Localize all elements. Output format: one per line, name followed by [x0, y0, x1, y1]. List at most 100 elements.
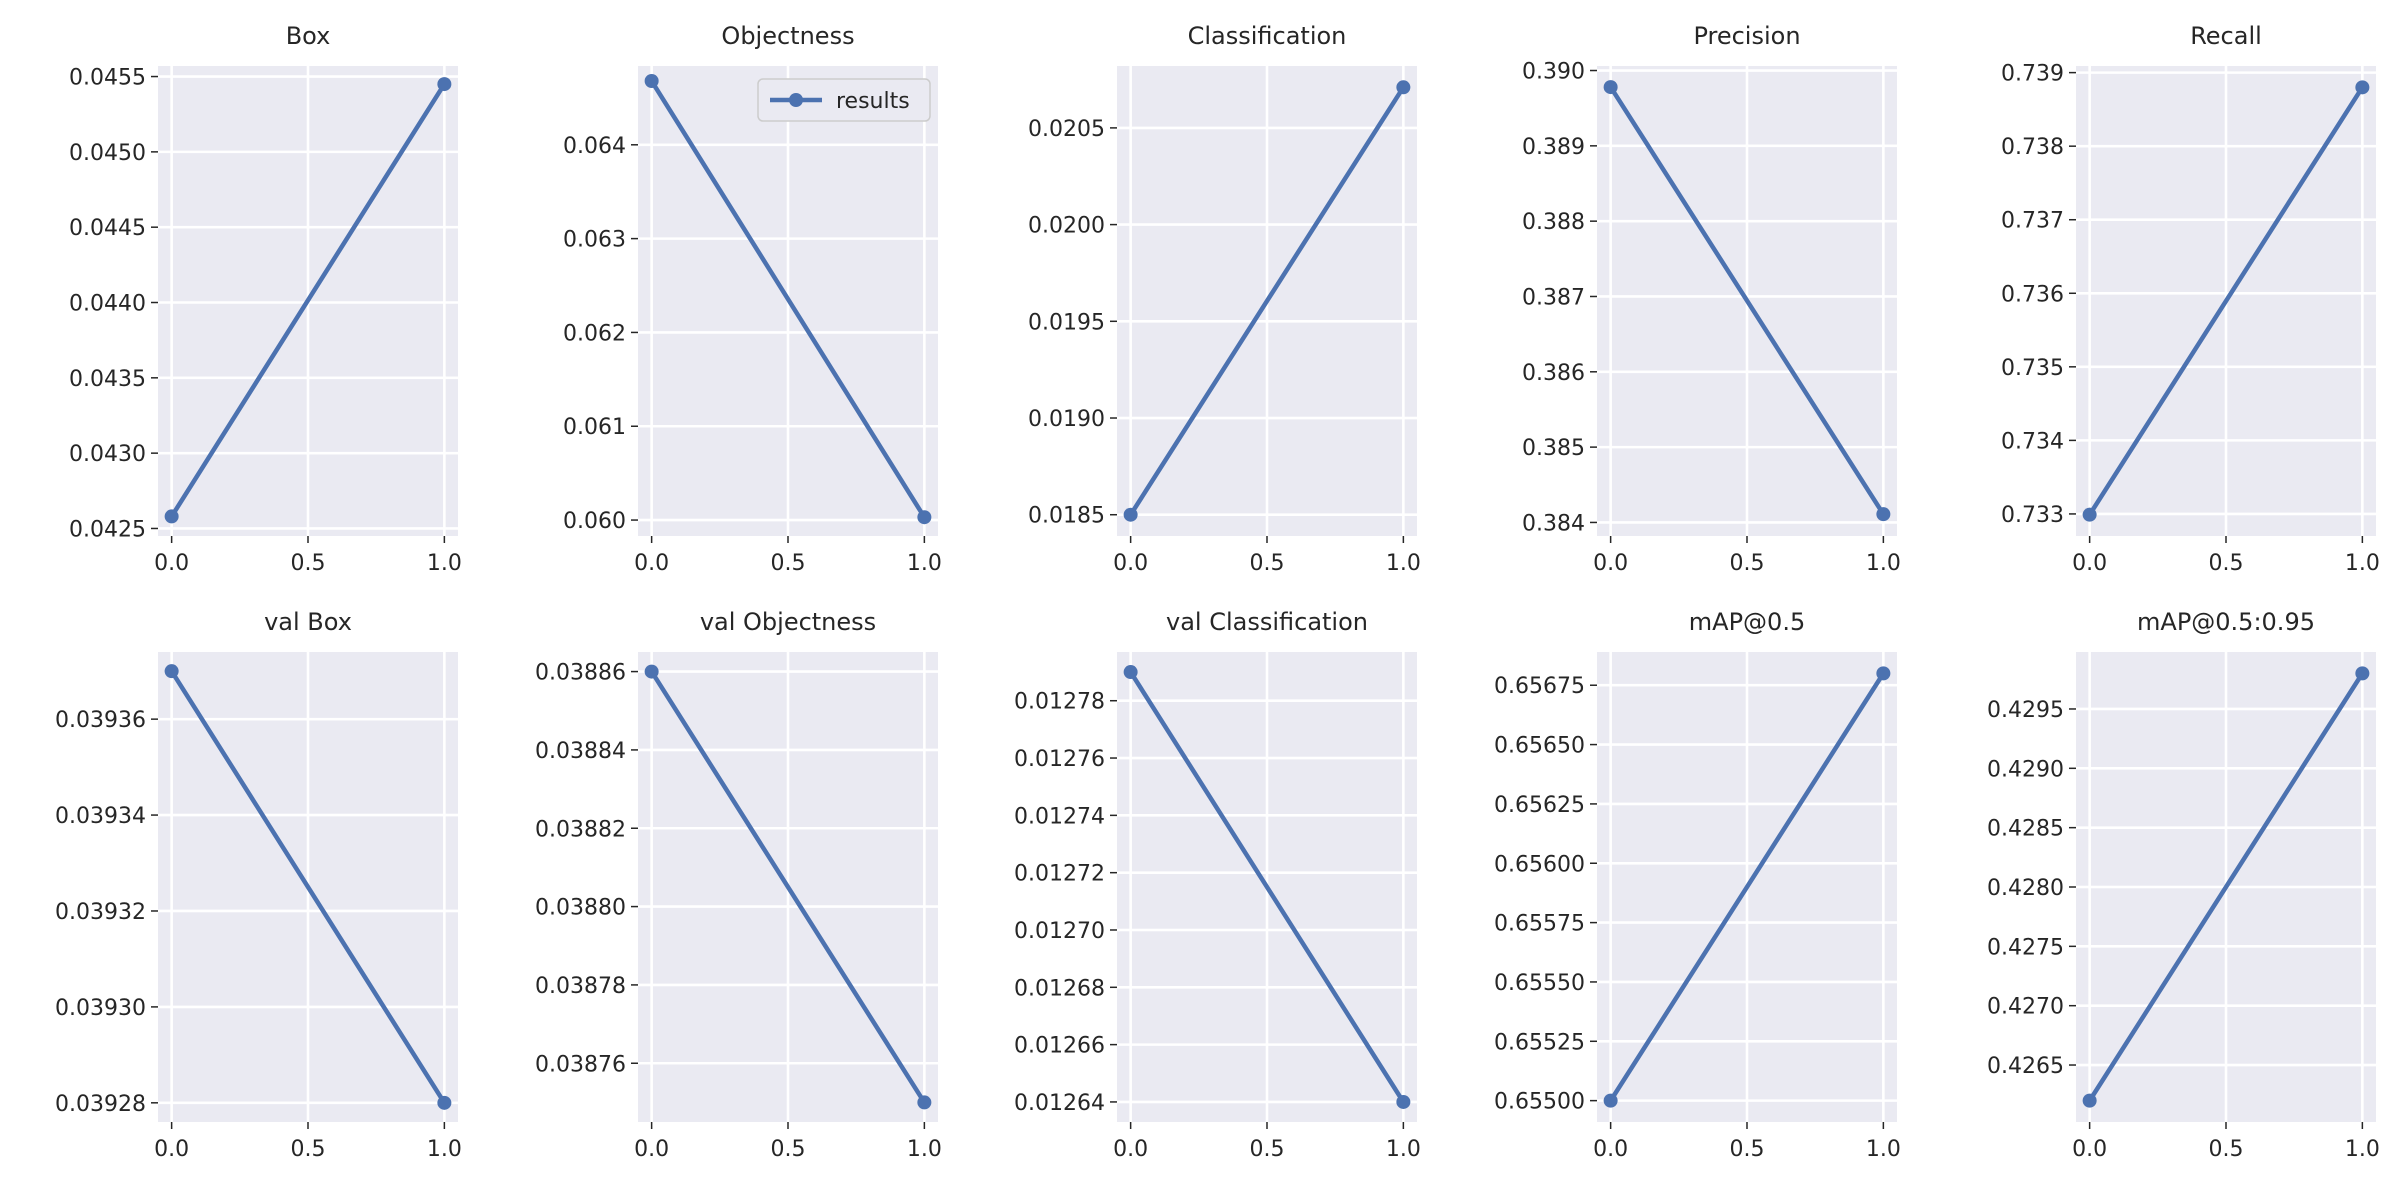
- subplot-10: 0.0 0.5 1.0 0.4265 0.4270 0.4275 0.4280 0.4285 0…: [1987, 608, 2380, 1162]
- subplot-title: Objectness: [721, 22, 854, 50]
- legend-frame: [757, 78, 931, 122]
- y-tick-label: 0.0185: [1028, 504, 1105, 529]
- y-tick-label: 0.65675: [1494, 674, 1585, 699]
- data-point: [1123, 507, 1138, 522]
- subplot-title: mAP@0.5: [1689, 608, 1805, 636]
- series-line: [2087, 85, 2365, 517]
- y-tick-label: 0.65650: [1494, 734, 1585, 759]
- y-tick-label: 0.03936: [55, 708, 146, 733]
- x-tick-label: 1.0: [1386, 1137, 1421, 1162]
- y-tick-label: 0.65500: [1494, 1090, 1585, 1115]
- data-point: [644, 74, 659, 89]
- legend-marker: [789, 93, 803, 107]
- y-tick-label: 0.03884: [535, 739, 626, 764]
- y-tick-label: 0.063: [563, 228, 626, 253]
- y-tick-label: 0.387: [1522, 285, 1585, 310]
- data-point: [2355, 80, 2370, 95]
- series-line: [169, 81, 447, 519]
- data-point: [437, 1095, 452, 1110]
- y-tick-label: 0.03878: [535, 974, 626, 999]
- y-tick-label: 0.4265: [1987, 1054, 2064, 1079]
- y-tick-label: 0.0190: [1028, 407, 1105, 432]
- y-tick-label: 0.65525: [1494, 1030, 1585, 1055]
- subplot-title: Recall: [2190, 22, 2262, 50]
- x-tick-label: 0.0: [1593, 1137, 1628, 1162]
- data-point: [1396, 1094, 1411, 1109]
- x-tick-label: 1.0: [907, 551, 942, 576]
- y-tick-label: 0.385: [1522, 436, 1585, 461]
- subplot-7: 0.0 0.5 1.0 0.03876 0.03878 0.03880 0.03882 0.0…: [535, 608, 942, 1162]
- x-tick-label: 0.5: [2209, 551, 2244, 576]
- subplot-title: Precision: [1693, 22, 1800, 50]
- y-tick-label: 0.01266: [1014, 1034, 1105, 1059]
- subplot-1: 0.0 0.5 1.0 0.0425 0.0430 0.0435 0.0440 0.0445 0…: [69, 22, 462, 576]
- x-tick-label: 0.5: [1730, 1137, 1765, 1162]
- y-tick-label: 0.03876: [535, 1052, 626, 1077]
- series-line: [1608, 671, 1886, 1103]
- x-tick-label: 0.0: [1113, 551, 1148, 576]
- subplot-9: 0.0 0.5 1.0 0.65500 0.65525 0.65550 0.65575 0.6…: [1494, 608, 1901, 1162]
- data-point: [1603, 1093, 1618, 1108]
- y-tick-label: 0.4270: [1987, 995, 2064, 1020]
- data-point: [437, 77, 452, 92]
- data-point: [164, 509, 179, 524]
- series-line: [169, 668, 447, 1106]
- x-tick-label: 1.0: [1866, 551, 1901, 576]
- x-tick-label: 1.0: [2345, 1137, 2380, 1162]
- series-line: [649, 669, 927, 1105]
- y-tick-label: 0.0425: [69, 517, 146, 542]
- y-tick-label: 0.733: [2001, 503, 2064, 528]
- y-tick-label: 0.0195: [1028, 310, 1105, 335]
- y-tick-label: 0.736: [2001, 282, 2064, 307]
- data-point: [917, 1095, 932, 1110]
- subplot-title: mAP@0.5:0.95: [2137, 608, 2315, 636]
- y-tick-label: 0.0435: [69, 367, 146, 392]
- y-tick-label: 0.03882: [535, 817, 626, 842]
- x-tick-label: 1.0: [1866, 1137, 1901, 1162]
- subplot-6: 0.0 0.5 1.0 0.03928 0.03930 0.03932 0.03934 0.0…: [55, 608, 462, 1162]
- subplot-title: Box: [286, 22, 331, 50]
- y-tick-label: 0.0200: [1028, 214, 1105, 239]
- data-point: [164, 664, 179, 679]
- y-tick-label: 0.389: [1522, 135, 1585, 160]
- y-tick-label: 0.0450: [69, 141, 146, 166]
- x-tick-label: 0.0: [2072, 1137, 2107, 1162]
- y-tick-label: 0.65575: [1494, 912, 1585, 937]
- y-tick-label: 0.03886: [535, 661, 626, 686]
- x-tick-label: 1.0: [427, 551, 462, 576]
- data-point: [644, 664, 659, 679]
- y-tick-label: 0.4290: [1987, 757, 2064, 782]
- series-line: [649, 78, 927, 520]
- subplot-4: 0.0 0.5 1.0 0.384 0.385 0.386 0.387 0.388 0.389 0…: [1522, 22, 1901, 576]
- y-tick-label: 0.65625: [1494, 793, 1585, 818]
- x-tick-label: 0.5: [291, 1137, 326, 1162]
- y-tick-label: 0.01264: [1014, 1091, 1105, 1116]
- y-tick-label: 0.01270: [1014, 919, 1105, 944]
- x-tick-label: 0.0: [1593, 551, 1628, 576]
- x-tick-label: 1.0: [2345, 551, 2380, 576]
- subplot-3: 0.0 0.5 1.0 0.0185 0.0190 0.0195 0.0200 0.0205 C…: [1028, 22, 1421, 576]
- y-tick-label: 0.0445: [69, 216, 146, 241]
- y-tick-label: 0.061: [563, 415, 626, 440]
- y-tick-label: 0.65600: [1494, 852, 1585, 877]
- y-tick-label: 0.737: [2001, 209, 2064, 234]
- data-point: [2082, 507, 2097, 522]
- y-tick-label: 0.03934: [55, 804, 146, 829]
- x-tick-label: 0.5: [771, 1137, 806, 1162]
- series-line: [1608, 84, 1886, 517]
- y-tick-label: 0.03932: [55, 900, 146, 925]
- x-tick-label: 0.0: [154, 551, 189, 576]
- series-line: [2087, 671, 2365, 1103]
- x-tick-label: 0.0: [1113, 1137, 1148, 1162]
- x-tick-label: 0.5: [2209, 1137, 2244, 1162]
- y-tick-label: 0.062: [563, 321, 626, 346]
- y-tick-label: 0.01268: [1014, 976, 1105, 1001]
- legend: results: [757, 78, 931, 122]
- y-tick-label: 0.0430: [69, 442, 146, 467]
- y-tick-label: 0.0440: [69, 292, 146, 317]
- x-tick-label: 0.0: [634, 1137, 669, 1162]
- y-tick-label: 0.4295: [1987, 698, 2064, 723]
- x-tick-label: 1.0: [1386, 551, 1421, 576]
- data-point: [917, 510, 932, 525]
